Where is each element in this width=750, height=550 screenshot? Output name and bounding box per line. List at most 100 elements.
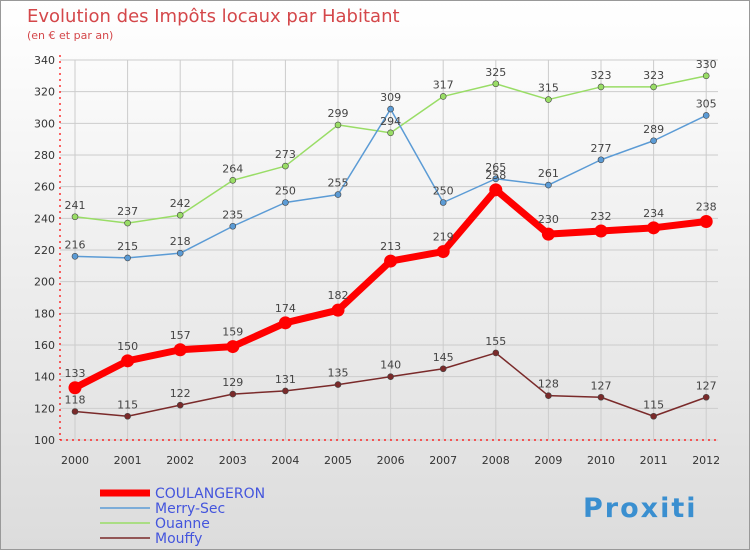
data-point (226, 340, 240, 354)
data-label: 182 (328, 289, 349, 302)
data-point (121, 354, 135, 368)
data-label: 174 (275, 302, 296, 315)
data-point (387, 373, 394, 380)
data-point (282, 162, 289, 170)
data-label: 323 (643, 69, 664, 82)
data-point (597, 393, 605, 401)
data-point (492, 80, 500, 88)
y-tick-label: 120 (34, 402, 55, 415)
data-point (492, 349, 500, 357)
data-label: 305 (696, 97, 717, 110)
y-tick-label: 260 (34, 181, 55, 194)
x-tick-label: 2001 (114, 454, 142, 467)
data-point (387, 105, 394, 113)
data-label: 115 (643, 398, 664, 411)
x-tick-label: 2011 (640, 454, 668, 467)
logo-text: Proxiti (583, 493, 698, 524)
data-point (545, 181, 552, 189)
data-point (384, 254, 398, 268)
x-tick-label: 2008 (482, 454, 510, 467)
x-tick-label: 2003 (219, 454, 247, 467)
y-tick-label: 220 (34, 244, 55, 257)
data-point (650, 137, 657, 145)
data-label: 277 (591, 142, 612, 155)
data-label: 218 (170, 235, 191, 248)
data-point (545, 96, 552, 103)
y-tick-label: 340 (34, 54, 55, 67)
data-point (439, 365, 447, 373)
data-point (176, 211, 184, 219)
data-point (541, 227, 555, 241)
data-label: 330 (696, 58, 717, 71)
y-tick-label: 100 (34, 434, 55, 447)
data-point (387, 129, 394, 137)
data-label: 325 (485, 66, 506, 79)
data-label: 128 (538, 378, 559, 391)
data-point (594, 224, 608, 238)
data-point (229, 390, 237, 398)
data-point (545, 392, 552, 399)
data-label: 234 (643, 207, 664, 220)
y-tick-label: 280 (34, 149, 55, 162)
data-label: 264 (222, 162, 243, 175)
data-label: 317 (433, 78, 454, 91)
data-point (71, 213, 79, 221)
data-label: 232 (591, 210, 612, 223)
data-label: 230 (538, 213, 559, 226)
legend-label: Merry-Sec (155, 501, 225, 517)
data-point (439, 93, 447, 100)
data-label: 258 (485, 169, 506, 182)
data-label: 127 (696, 379, 717, 392)
data-label: 131 (275, 373, 296, 386)
data-label: 122 (170, 387, 191, 400)
grid (60, 59, 718, 441)
data-point (229, 222, 237, 230)
data-label: 265 (485, 161, 506, 174)
y-tick-label: 180 (34, 307, 55, 320)
data-label: 150 (117, 340, 138, 353)
data-label: 250 (275, 185, 296, 198)
data-point (331, 303, 345, 317)
data-label: 145 (433, 351, 454, 364)
legend-label: Mouffy (155, 531, 202, 547)
data-label: 215 (117, 240, 138, 253)
data-label: 299 (328, 107, 349, 120)
data-point (71, 408, 79, 415)
data-label: 140 (380, 359, 401, 372)
y-tick-label: 300 (34, 117, 55, 130)
data-label: 289 (643, 123, 664, 136)
data-point (334, 121, 342, 129)
chart-subtitle: (en € et par an) (27, 29, 113, 42)
data-point (597, 83, 605, 91)
legend-label: COULANGERON (155, 486, 265, 502)
data-label: 213 (380, 240, 401, 253)
data-point (702, 72, 710, 80)
data-label: 242 (170, 197, 191, 210)
data-point (597, 156, 605, 164)
x-tick-label: 2004 (271, 454, 299, 467)
data-label: 315 (538, 82, 559, 95)
data-point (282, 199, 289, 206)
data-label: 133 (65, 367, 86, 380)
data-point (278, 316, 292, 330)
data-label: 155 (485, 335, 506, 348)
data-point (334, 191, 342, 198)
data-label: 115 (117, 398, 138, 411)
data-label: 159 (222, 326, 243, 339)
x-tick-label: 2006 (377, 454, 405, 467)
data-point (176, 401, 184, 409)
data-label: 157 (170, 329, 191, 342)
data-label: 309 (380, 91, 401, 104)
series-group (68, 72, 713, 420)
data-point (702, 112, 710, 119)
data-point (124, 412, 131, 420)
x-tick-label: 2012 (692, 454, 720, 467)
data-point (650, 83, 657, 91)
chart-title: Evolution des Impôts locaux par Habitant (27, 6, 400, 27)
data-point (173, 343, 187, 357)
data-label: 250 (433, 185, 454, 198)
data-labels: 118 115 122 129 131 135 140 145 155 128 127 115 127 2… (65, 58, 717, 411)
axes: 100 120 140 160 180 200 220 240 260 280 300 320 340 2… (34, 54, 720, 467)
